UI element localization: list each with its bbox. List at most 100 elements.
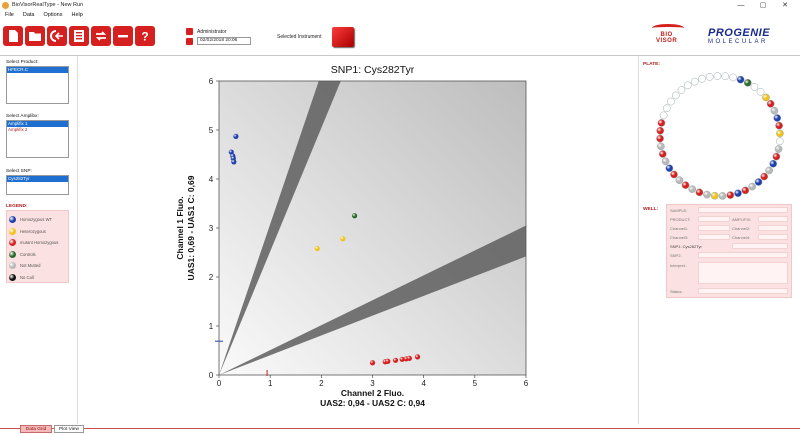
product-list[interactable]: HFECR.C — [6, 66, 69, 104]
help-button[interactable]: ? — [135, 26, 155, 46]
plate-well[interactable] — [718, 192, 727, 200]
plate-well[interactable] — [773, 114, 782, 122]
plate-well[interactable] — [675, 176, 684, 185]
window-title: BioVisorRealType - New Run — [12, 2, 84, 8]
plate-well[interactable] — [754, 178, 763, 186]
plate-well[interactable] — [756, 87, 765, 96]
list-item[interactable]: HFECR.C — [7, 67, 68, 73]
plate-well[interactable] — [774, 145, 783, 153]
data-point[interactable] — [385, 358, 391, 364]
data-point[interactable] — [228, 149, 234, 155]
legend-item: Controls — [9, 249, 66, 261]
maximize-button[interactable]: ▢ — [759, 2, 767, 9]
plate-well[interactable] — [705, 73, 714, 81]
plate-well[interactable] — [658, 150, 667, 158]
tab-plot-view[interactable]: Plot View — [54, 425, 84, 433]
data-point[interactable] — [414, 354, 421, 360]
plate-well[interactable] — [770, 106, 779, 115]
amplibx-list[interactable]: Amplifix 1 Amplifix 2 — [6, 120, 69, 158]
logo-molecular: MOLECULAR — [708, 39, 768, 45]
save-button[interactable] — [69, 26, 89, 46]
list-item[interactable]: Cys282Tyr — [7, 176, 68, 182]
plate-well[interactable] — [681, 181, 690, 189]
data-point[interactable] — [340, 236, 346, 242]
legend-swatch — [9, 227, 16, 235]
menu-file[interactable]: File — [5, 11, 14, 18]
plate-well[interactable] — [661, 157, 670, 166]
calendar-icon[interactable] — [186, 37, 193, 45]
import-button[interactable] — [47, 26, 67, 46]
plate-well[interactable] — [710, 191, 719, 200]
plate-well[interactable] — [750, 83, 759, 91]
data-point[interactable] — [314, 245, 320, 252]
data-point[interactable] — [369, 360, 376, 366]
plate-well[interactable] — [713, 72, 722, 80]
data-point[interactable] — [231, 159, 237, 165]
plate-well[interactable] — [765, 166, 773, 175]
plate-well[interactable] — [656, 126, 665, 135]
plate-well[interactable] — [683, 81, 692, 90]
plate-well[interactable] — [671, 91, 680, 100]
plate-well[interactable] — [762, 93, 770, 102]
plate-well[interactable] — [662, 104, 671, 113]
date-field[interactable]: 02/02/2018 20:06 — [197, 37, 251, 45]
plate-well[interactable] — [657, 142, 665, 151]
legend-item: Homozygous WT — [9, 214, 66, 226]
plate-well[interactable] — [656, 134, 664, 143]
instrument-icon[interactable] — [332, 27, 354, 47]
plate-well[interactable] — [721, 72, 730, 81]
plate-well[interactable] — [741, 186, 750, 195]
plate-well[interactable] — [703, 190, 711, 199]
new-file-icon — [9, 30, 18, 42]
refresh-button[interactable] — [91, 26, 111, 46]
data-point[interactable] — [406, 355, 412, 361]
biovisor-logo: BIO VISOR — [646, 24, 692, 48]
plate-well[interactable] — [775, 121, 783, 130]
user-row: Administrator — [186, 28, 226, 35]
plate-well[interactable] — [743, 78, 752, 87]
plate-well[interactable] — [775, 137, 784, 146]
list-item[interactable]: Amplifix 2 — [8, 127, 28, 132]
minimize-button[interactable]: — — [737, 1, 745, 9]
data-point[interactable] — [351, 213, 358, 219]
plate-well[interactable] — [698, 74, 706, 83]
data-point[interactable] — [233, 133, 239, 139]
product-field-label: PRODUCT: — [670, 217, 691, 222]
plate-well[interactable] — [769, 159, 778, 168]
plate-well[interactable] — [760, 172, 769, 181]
plate-well[interactable] — [734, 189, 742, 198]
menu-help[interactable]: Help — [71, 11, 83, 18]
close-button[interactable]: ✕ — [782, 2, 788, 9]
legend-item: mutant Homozygous — [9, 237, 66, 249]
data-point[interactable] — [392, 357, 399, 363]
plate-well[interactable] — [726, 191, 735, 199]
open-folder-button[interactable] — [25, 26, 45, 46]
scatter-chart: 0 1 2 3 4 5 6 0 1 2 3 4 5 6 SNP1: Cys282Tyr Channel 2 F… — [175, 64, 529, 408]
menu-options[interactable]: Options — [43, 11, 63, 18]
list-item[interactable]: Amplifix 1 — [7, 121, 68, 127]
new-run-button[interactable] — [3, 26, 23, 46]
plate-well[interactable] — [766, 99, 775, 108]
tab-data-grid[interactable]: Data Grid — [20, 425, 52, 433]
plate-well[interactable] — [657, 119, 666, 127]
plate-well[interactable] — [736, 75, 745, 84]
plate-well[interactable] — [670, 170, 678, 179]
y-axis-sublabel: UAS1: 0,69 - UAS1 C: 0,69 — [186, 175, 196, 280]
legend-item: Not Mutted — [9, 260, 66, 272]
plate-well[interactable] — [729, 73, 737, 82]
folder-icon — [29, 32, 41, 41]
remove-button[interactable] — [113, 26, 133, 46]
plate-well[interactable] — [677, 86, 686, 94]
plate-well[interactable] — [748, 182, 757, 191]
plate-well[interactable] — [776, 129, 784, 138]
snp-list[interactable]: Cys282Tyr — [6, 175, 69, 195]
plate-well[interactable] — [659, 111, 668, 120]
plate-well[interactable] — [772, 152, 781, 161]
plate-well[interactable] — [688, 185, 697, 194]
data-point[interactable] — [399, 356, 405, 362]
menu-data[interactable]: Data — [22, 11, 35, 18]
plate-well[interactable] — [665, 164, 674, 173]
plate-well[interactable] — [695, 188, 704, 197]
plate-well[interactable] — [667, 97, 675, 106]
plate-well[interactable] — [690, 77, 699, 86]
